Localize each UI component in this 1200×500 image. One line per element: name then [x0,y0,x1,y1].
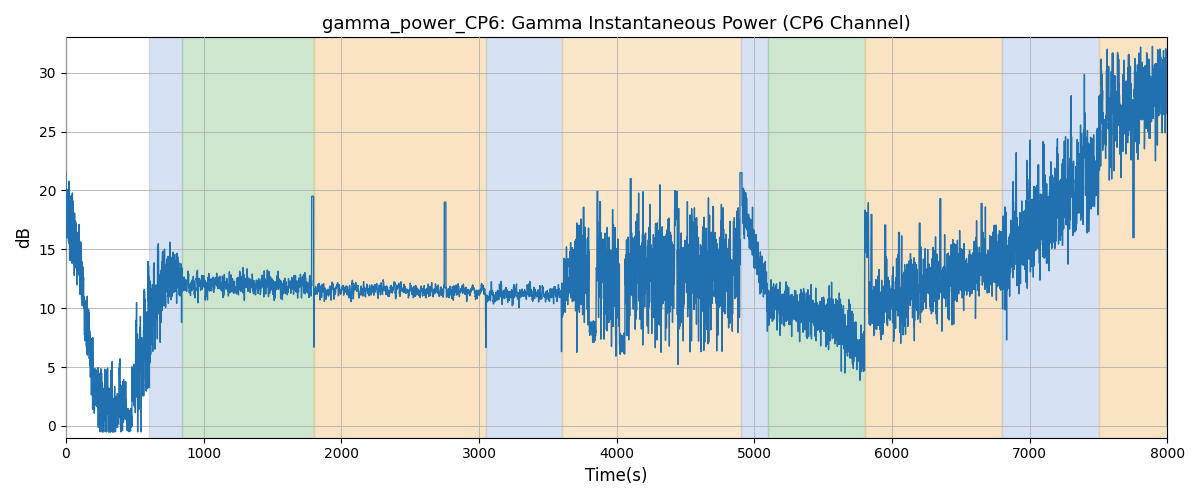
Bar [740,38,768,438]
Bar [149,38,181,438]
Bar [181,38,313,438]
Bar [864,38,1002,438]
X-axis label: Time(s): Time(s) [586,467,648,485]
Title: gamma_power_CP6: Gamma Instantaneous Power (CP6 Channel): gamma_power_CP6: Gamma Instantaneous Pow… [323,15,911,34]
Bar [1002,38,1098,438]
Bar [486,38,562,438]
Bar [562,38,740,438]
Bar [1098,38,1175,438]
Bar [768,38,864,438]
Y-axis label: dB: dB [16,226,34,248]
Bar [313,38,486,438]
